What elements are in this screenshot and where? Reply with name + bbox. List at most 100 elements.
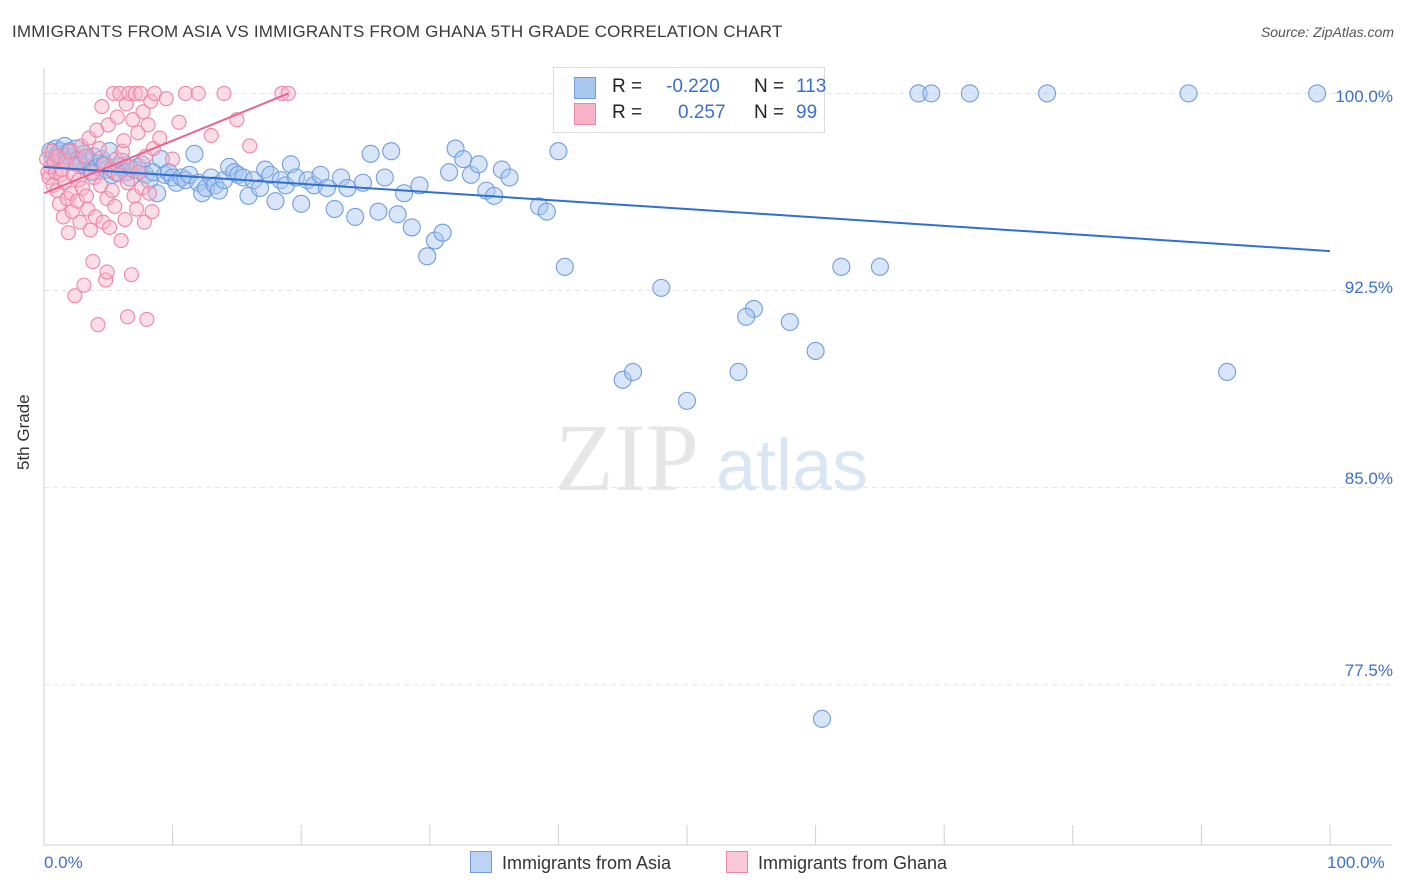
data-point <box>677 391 697 410</box>
data-point <box>261 165 280 184</box>
chart-title: IMMIGRANTS FROM ASIA VS IMMIGRANTS FROM … <box>12 22 783 41</box>
watermark-zip: ZIP <box>555 404 699 511</box>
data-point <box>99 264 115 280</box>
data-point <box>78 188 94 204</box>
data-point <box>375 168 394 187</box>
data-point <box>256 160 275 179</box>
data-point <box>77 148 93 165</box>
ghana-legend-swatch <box>726 851 748 873</box>
r-value: 0.257 <box>678 102 726 123</box>
data-point <box>271 171 290 190</box>
trend-line-asia <box>43 165 1331 253</box>
data-point <box>143 93 159 109</box>
data-point <box>130 125 146 141</box>
y-tick-label: 77.5% <box>1344 661 1393 680</box>
data-point <box>120 175 136 191</box>
data-point <box>287 168 306 187</box>
data-point <box>1038 84 1057 103</box>
data-point <box>75 180 91 196</box>
data-point <box>1308 84 1327 103</box>
legend-item-ghana: Immigrants from Ghana <box>726 851 947 874</box>
watermark-atlas: atlas <box>716 426 868 506</box>
data-point <box>158 91 174 107</box>
data-point <box>81 130 97 146</box>
data-point <box>135 104 151 120</box>
source-label: Source: ZipAtlas.com <box>1260 24 1394 40</box>
data-point <box>99 190 115 207</box>
data-point <box>122 159 138 175</box>
data-point <box>104 183 120 199</box>
data-point <box>832 257 851 276</box>
data-point <box>537 202 556 221</box>
data-point <box>67 288 83 304</box>
data-point <box>870 257 889 276</box>
data-point <box>292 194 311 213</box>
data-point <box>922 84 941 103</box>
n-value: 99 <box>796 102 818 123</box>
trend-line-ghana <box>43 92 289 195</box>
data-point <box>123 267 139 283</box>
y-tick-label: 85.0% <box>1344 469 1393 488</box>
data-point <box>361 144 380 163</box>
data-point <box>105 85 121 101</box>
data-point <box>72 214 88 230</box>
data-point <box>960 84 979 103</box>
data-point <box>60 225 76 241</box>
data-point <box>177 85 194 101</box>
data-point <box>311 165 330 184</box>
data-point <box>102 219 118 235</box>
asia-legend-swatch <box>470 851 492 873</box>
data-point <box>144 204 160 220</box>
series-ghana-points <box>39 85 296 333</box>
data-point <box>127 85 143 101</box>
data-point <box>134 180 150 196</box>
data-point <box>121 85 137 101</box>
data-point <box>116 133 132 149</box>
data-point <box>806 341 825 360</box>
data-point <box>242 138 258 154</box>
data-point <box>418 247 437 266</box>
data-point <box>139 311 155 327</box>
data-point <box>85 254 101 270</box>
data-point <box>125 112 141 128</box>
data-point <box>388 205 407 224</box>
data-point <box>69 193 85 209</box>
data-point <box>87 209 103 225</box>
data-point <box>185 144 204 163</box>
y-tick-label: 100.0% <box>1335 87 1393 106</box>
data-point <box>94 98 110 115</box>
data-point <box>141 185 158 201</box>
data-point <box>623 362 643 382</box>
trend-lines <box>43 92 1331 253</box>
data-point <box>82 222 98 238</box>
data-point <box>148 184 167 203</box>
data-point <box>209 181 228 200</box>
data-point <box>410 176 429 195</box>
n-label: N = <box>754 76 785 97</box>
r-value: -0.220 <box>666 76 720 97</box>
data-point <box>171 114 187 130</box>
data-point <box>266 192 285 211</box>
data-point <box>469 155 488 174</box>
data-point <box>234 168 253 187</box>
x-tick-label-max: 100.0% <box>1327 853 1385 872</box>
data-point <box>382 142 401 161</box>
legend-label: Immigrants from Ghana <box>758 853 948 873</box>
data-point <box>216 85 232 101</box>
data-point <box>120 309 136 325</box>
data-point <box>549 142 568 161</box>
data-point <box>140 117 156 133</box>
series-asia-points <box>41 84 1327 728</box>
data-point <box>433 223 452 242</box>
data-point <box>909 84 928 103</box>
data-point <box>395 184 414 203</box>
data-point <box>325 199 344 219</box>
legend-item-asia: Immigrants from Asia <box>470 851 671 874</box>
n-label: N = <box>754 102 785 123</box>
data-point <box>107 198 123 214</box>
r-label: R = <box>612 102 643 123</box>
y-tick-label: 92.5% <box>1344 278 1393 297</box>
data-point <box>729 362 748 382</box>
n-value: 113 <box>796 76 827 97</box>
data-point <box>190 85 206 101</box>
